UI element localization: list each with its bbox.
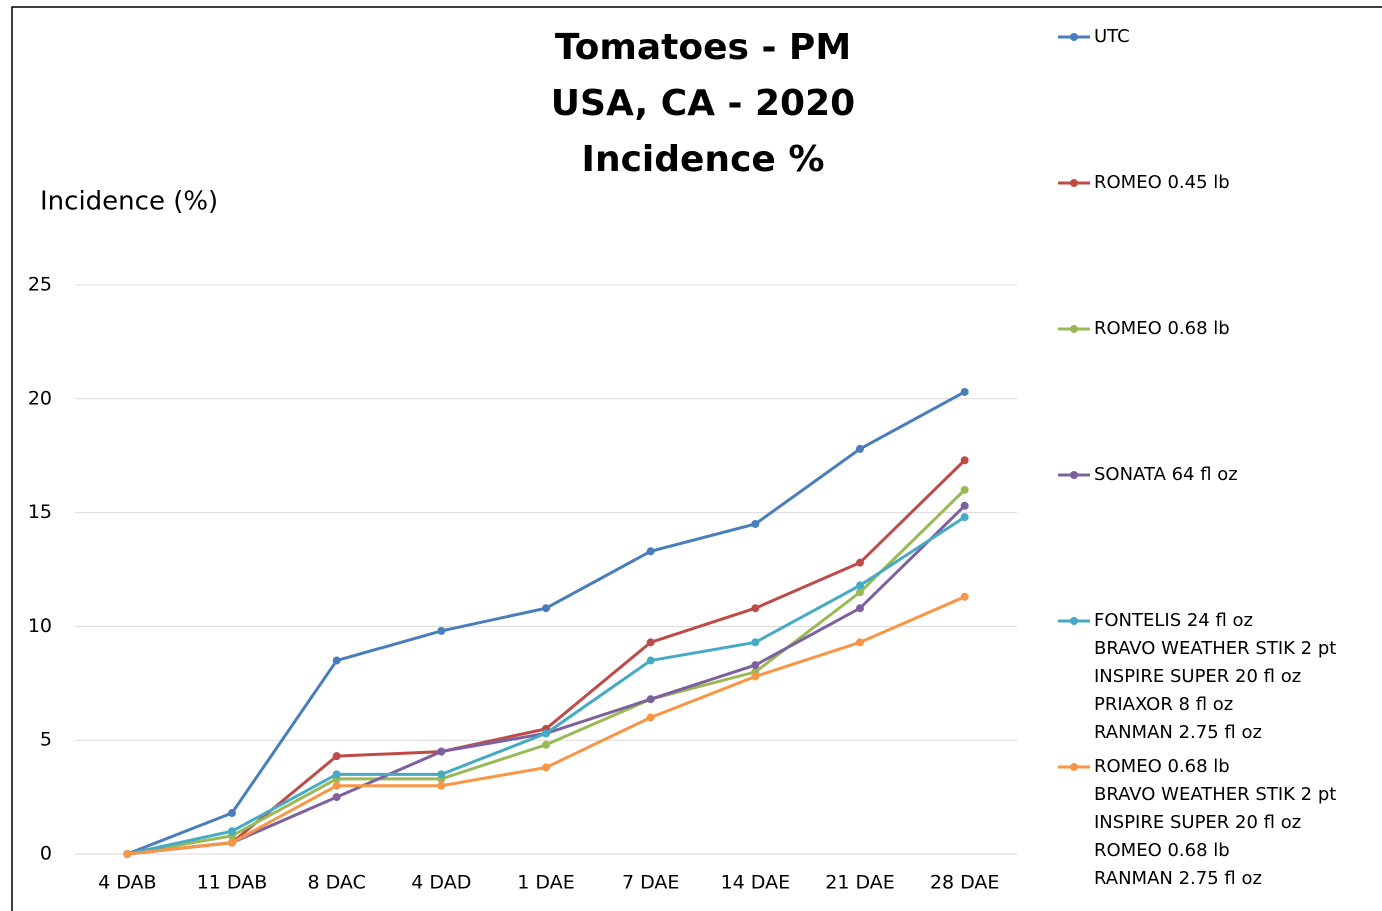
- data-point: [751, 638, 760, 647]
- y-tick-label: 5: [40, 729, 52, 751]
- series-line: [126, 390, 966, 856]
- data-point: [751, 672, 760, 681]
- legend-marker: [1070, 325, 1078, 333]
- x-tick-label: 7 DAE: [622, 872, 679, 894]
- legend-entry: ROMEO 0.68 lb BRAVO WEATHER STIK 2 pt IN…: [1094, 756, 1337, 889]
- data-point: [960, 387, 969, 396]
- data-point: [332, 770, 341, 779]
- legend-marker: [1070, 33, 1078, 41]
- x-tick-label: 4 DAD: [411, 872, 471, 894]
- data-point: [960, 513, 969, 522]
- legend-entry: ROMEO 0.45 lb: [1094, 172, 1230, 193]
- data-point: [751, 604, 760, 613]
- data-point: [960, 501, 969, 510]
- data-point: [646, 656, 655, 665]
- data-point: [856, 444, 864, 453]
- series-line: [127, 504, 966, 856]
- data-point: [437, 781, 446, 790]
- x-tick-label: 11 DAB: [197, 872, 268, 894]
- x-tick-label: 8 DAC: [307, 872, 365, 894]
- data-point: [228, 827, 236, 836]
- data-point: [332, 752, 341, 761]
- chart-title: Incidence %: [582, 139, 825, 180]
- data-point: [856, 558, 864, 567]
- data-point: [856, 638, 864, 647]
- data-point: [856, 604, 864, 613]
- series-line: [127, 488, 966, 856]
- chart-title: Tomatoes - PM: [555, 27, 851, 68]
- data-point: [960, 592, 969, 601]
- series-line: [127, 515, 966, 856]
- data-point: [646, 547, 655, 556]
- data-point: [856, 581, 864, 590]
- legend-entry: FONTELIS 24 fl oz BRAVO WEATHER STIK 2 p…: [1094, 610, 1337, 743]
- data-point: [542, 729, 550, 738]
- data-point: [542, 604, 550, 613]
- chart-border: [11, 6, 1382, 911]
- data-point: [437, 747, 446, 756]
- data-point: [646, 713, 655, 722]
- x-tick-label: 4 DAB: [98, 872, 156, 894]
- legend-marker: [1070, 763, 1078, 771]
- data-point: [960, 456, 969, 465]
- y-tick-label: 10: [28, 615, 52, 637]
- y-tick-label: 25: [28, 274, 52, 296]
- x-tick-label: 14 DAE: [721, 872, 791, 894]
- data-point: [228, 838, 236, 847]
- x-tick-label: 28 DAE: [930, 872, 1000, 894]
- x-tick-label: 1 DAE: [517, 872, 574, 894]
- data-point: [332, 781, 341, 790]
- y-tick-label: 20: [28, 387, 52, 409]
- data-point: [332, 656, 341, 665]
- data-point: [856, 588, 864, 597]
- data-point: [646, 638, 655, 647]
- chart-title: USA, CA - 2020: [551, 83, 855, 124]
- data-point: [332, 793, 341, 802]
- data-point: [228, 809, 236, 818]
- x-tick-label: 21 DAE: [825, 872, 895, 894]
- legend-marker: [1070, 617, 1078, 625]
- y-tick-label: 0: [40, 843, 52, 865]
- series-line: [127, 459, 966, 856]
- data-point: [542, 763, 550, 772]
- data-point: [437, 770, 446, 779]
- data-point: [646, 695, 655, 704]
- data-point: [960, 485, 969, 494]
- data-point: [437, 626, 446, 635]
- data-point: [123, 850, 132, 858]
- legend-entry: UTC: [1094, 26, 1130, 47]
- legend-marker: [1070, 471, 1078, 479]
- data-point: [751, 661, 760, 670]
- y-tick-label: 15: [28, 501, 52, 523]
- y-axis-label: Incidence (%): [40, 187, 218, 217]
- data-point: [751, 519, 760, 528]
- legend-marker: [1070, 179, 1078, 187]
- legend-entry: ROMEO 0.68 lb: [1094, 318, 1230, 339]
- legend-entry: SONATA 64 fl oz: [1094, 464, 1238, 485]
- data-point: [542, 740, 550, 749]
